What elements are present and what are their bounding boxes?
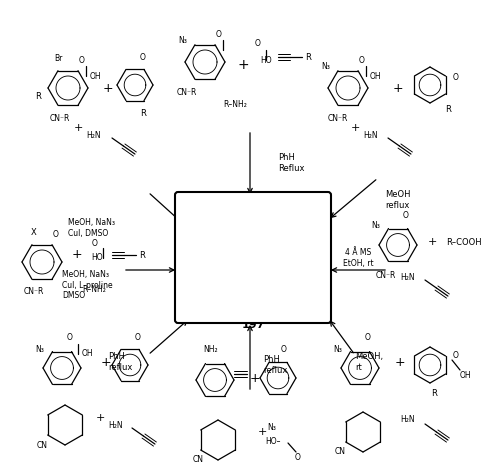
Text: PhH
reflux: PhH reflux [263,356,287,375]
Text: +: + [100,356,112,368]
Text: O: O [216,29,222,38]
Text: CN: CN [334,447,345,456]
Text: N₃: N₃ [322,62,330,71]
Text: N: N [220,280,226,289]
Text: O: O [92,238,98,247]
Text: O: O [255,38,261,47]
Text: O: O [140,53,146,62]
Text: CN⁻R: CN⁻R [328,113,348,122]
Text: PhH
Reflux: PhH Reflux [278,153,304,173]
Text: R: R [140,109,146,118]
Text: +: + [72,248,83,262]
Text: N₃: N₃ [334,346,342,355]
Text: N₃: N₃ [178,36,188,45]
Text: O: O [453,350,459,359]
Text: OH: OH [460,371,471,380]
Text: HO–: HO– [265,438,280,447]
Text: H₂N: H₂N [86,130,101,139]
Text: R: R [305,53,311,62]
Text: H₂N: H₂N [363,130,378,139]
Text: CN⁻R: CN⁻R [50,113,70,122]
Text: +: + [428,237,436,247]
Text: O: O [79,55,85,64]
Text: +: + [96,413,104,423]
Text: R–COOH: R–COOH [446,237,482,246]
Text: 197: 197 [242,320,264,330]
Text: +: + [258,427,266,437]
Text: CN⁻R: CN⁻R [24,288,44,297]
Text: O: O [403,210,409,219]
Text: N₃: N₃ [372,220,380,229]
Text: MeOH
reflux: MeOH reflux [385,190,410,210]
Text: O: O [359,55,365,64]
Text: PhH
reflux: PhH reflux [108,352,132,372]
Text: +: + [392,82,404,94]
Text: CN⁻R: CN⁻R [177,88,197,97]
Text: OH: OH [370,72,382,81]
Text: O: O [135,332,141,341]
Text: R–NH₂: R–NH₂ [223,100,247,109]
Text: NH: NH [309,273,323,282]
Text: R: R [431,389,437,398]
Text: +: + [394,356,406,368]
Text: N₃: N₃ [268,423,276,432]
Text: N: N [257,264,264,273]
Text: O: O [453,73,459,82]
FancyBboxPatch shape [175,192,331,323]
Text: CN⁻R: CN⁻R [376,271,396,280]
Text: O: O [365,334,371,343]
Text: 4 Å MS
EtOH, rt: 4 Å MS EtOH, rt [342,248,374,268]
Text: MeOH, NaN₃
CuI, L-proline
DMSO: MeOH, NaN₃ CuI, L-proline DMSO [62,270,112,300]
Text: R: R [139,250,145,259]
Text: +: + [102,82,114,94]
Text: OH: OH [90,72,102,81]
Text: +: + [350,123,360,133]
Text: R: R [35,91,41,100]
Text: Br: Br [54,54,62,63]
Text: CN: CN [36,440,48,449]
Text: O: O [281,346,287,355]
Text: R: R [445,104,451,113]
Text: +: + [250,372,260,384]
Text: X: X [31,228,37,237]
Text: H₂N: H₂N [400,416,414,425]
Text: N: N [224,249,231,258]
Text: +: + [74,123,82,133]
Text: MeOH, NaN₃
CuI, DMSO: MeOH, NaN₃ CuI, DMSO [68,219,115,237]
Text: H₂N: H₂N [400,273,414,283]
Text: R–NH₂: R–NH₂ [82,285,106,294]
Text: N₃: N₃ [36,346,44,355]
Text: CN: CN [192,456,203,465]
Text: HO: HO [91,254,102,263]
Text: MeOH,
rt: MeOH, rt [355,352,383,372]
Text: HO: HO [260,55,272,64]
Text: O: O [67,334,73,343]
Text: +: + [237,58,249,72]
Text: NH₂: NH₂ [204,346,218,355]
Text: O: O [53,229,59,238]
Text: O: O [295,453,301,462]
Text: H₂N: H₂N [108,420,122,429]
Text: OH: OH [82,349,94,358]
